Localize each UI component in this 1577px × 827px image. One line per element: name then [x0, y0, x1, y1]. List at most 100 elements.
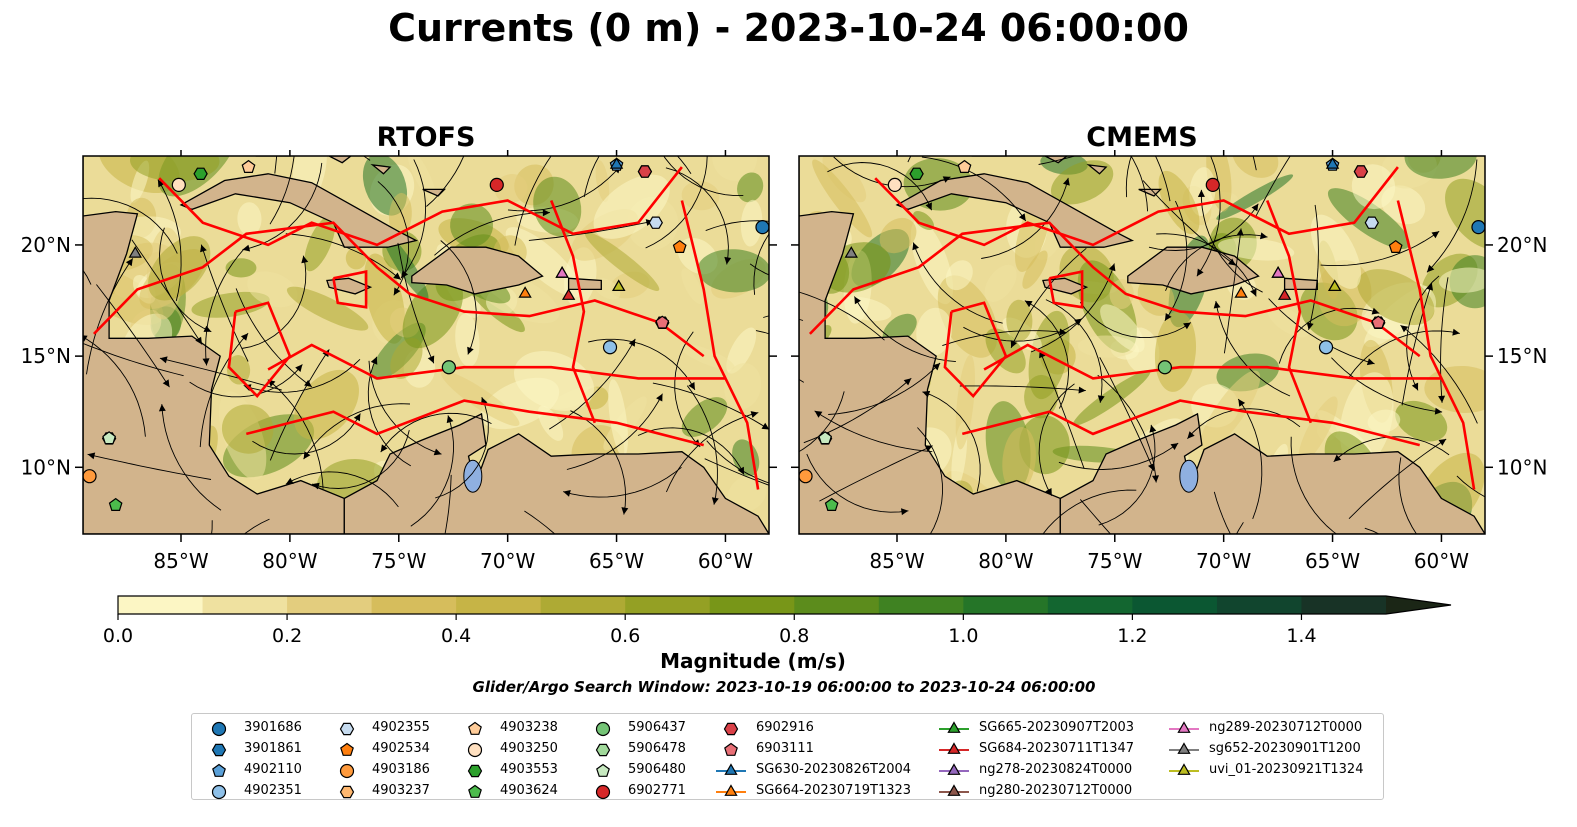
current-magnitude-patch — [1367, 409, 1401, 433]
streamline — [1142, 180, 1236, 266]
land-mass — [370, 163, 392, 175]
legend-hexagon-marker — [467, 764, 483, 778]
marker-uvi_01-20230921T1324 — [1328, 279, 1342, 291]
streamline-arrow — [651, 102, 659, 108]
streamline — [814, 410, 933, 453]
streamline — [159, 227, 212, 333]
streamline-arrow — [1197, 189, 1205, 197]
lon-tick-label: 80°W — [978, 549, 1033, 573]
cmems-lon-axis: 85°W 80°W 75°W 70°W 65°W 60°W — [869, 150, 1469, 573]
legend-label: 4902351 — [244, 783, 302, 798]
legend-label: ng289-20230712T0000 — [1209, 720, 1363, 735]
streamline — [444, 474, 452, 534]
legend-marker-icon — [1169, 721, 1199, 733]
marker-5906480 — [102, 431, 117, 445]
streamline — [1038, 156, 1077, 165]
current-magnitude-patch — [564, 247, 597, 307]
legend-marker-icon — [939, 784, 969, 796]
streamline — [1348, 438, 1447, 520]
legend-circle-marker — [595, 784, 611, 800]
current-magnitude-patch — [1310, 214, 1361, 289]
streamline-arrow — [1566, 506, 1574, 513]
current-magnitude-patch — [1424, 365, 1485, 413]
streamline-arrow — [1187, 431, 1195, 439]
streamline — [86, 258, 134, 375]
colorbar-segments — [117, 595, 1452, 615]
streamline-arrow — [922, 390, 931, 398]
streamline-arrow — [380, 444, 388, 453]
panel-title-rtofs: RTOFS — [377, 122, 476, 153]
current-magnitude-patch — [985, 328, 1026, 374]
streamline-arrow — [724, 256, 732, 265]
search-window-caption: Glider/Argo Search Window: 2023-10-19 06… — [473, 678, 1096, 696]
land-mass — [895, 173, 1135, 248]
streamline-arrow — [1228, 258, 1236, 266]
current-magnitude-patch — [225, 258, 257, 278]
lon-tick-label: 65°W — [1305, 549, 1360, 573]
streamline-arrow — [370, 356, 378, 365]
marker-4903553 — [193, 167, 208, 180]
marker-4903186 — [799, 469, 813, 484]
colorbar-ticks: 0.0 0.2 0.4 0.6 0.8 1.0 1.2 1.4 — [103, 614, 1317, 647]
colorbar-tick-label: 0.0 — [103, 625, 133, 647]
streamline-arrow — [1400, 325, 1409, 333]
streamline — [1042, 489, 1137, 534]
streamline — [1038, 383, 1075, 497]
streamline-arrow — [1306, 322, 1314, 330]
current-magnitude-patch — [697, 249, 769, 293]
marker-4903250 — [171, 177, 186, 193]
streamline-arrow — [1371, 307, 1380, 315]
current-magnitude-patch — [945, 260, 973, 291]
legend-marker-icon — [211, 721, 227, 737]
legend-label: ng280-20230712T0000 — [979, 783, 1133, 798]
streamline-arrow — [1411, 382, 1419, 391]
streamline — [1030, 263, 1115, 353]
streamline-arrow — [393, 272, 401, 280]
zone-boundary — [680, 200, 760, 490]
lake-maracaibo — [1179, 459, 1199, 493]
land-mass — [567, 277, 602, 291]
streamline — [819, 445, 933, 502]
legend-marker-icon — [716, 763, 746, 775]
streamline-arrow — [773, 283, 781, 290]
colorbar-extend-arrow — [1386, 596, 1451, 614]
streamline — [243, 518, 270, 534]
streamline — [583, 156, 600, 198]
legend-label: 6902916 — [756, 720, 814, 735]
marker-4902534 — [672, 239, 687, 253]
streamline-arrow — [290, 103, 297, 111]
colorbar-segment — [540, 596, 626, 614]
legend-label: 4903237 — [372, 783, 430, 798]
marker-6902916 — [637, 165, 653, 178]
streamline — [1079, 499, 1112, 534]
marker-6902916 — [1353, 165, 1369, 178]
legend-marker-icon — [211, 784, 227, 800]
zone-boundary — [943, 301, 1008, 399]
legend-triangle-marker — [1177, 763, 1191, 775]
lon-tick-label: 85°W — [153, 549, 208, 573]
streamline-arrow — [903, 378, 912, 386]
marker-3901686 — [1471, 220, 1485, 235]
land-mass — [411, 246, 544, 295]
marker-SG630-20230826T2004 — [609, 157, 624, 169]
streamline — [368, 360, 442, 455]
legend-marker-icon — [595, 784, 611, 800]
streamline — [799, 391, 845, 453]
streamline-arrow — [942, 176, 951, 183]
streamline — [1010, 247, 1087, 349]
colorbar-label: Magnitude (m/s) — [660, 649, 846, 673]
colorbar-segment — [456, 596, 542, 614]
lon-tick-label: 70°W — [480, 549, 535, 573]
streamline-arrow — [1033, 542, 1040, 550]
streamline-arrow — [1108, 95, 1116, 102]
marker-4902355 — [648, 216, 663, 229]
marker-6903111 — [655, 315, 670, 329]
lat-tick-label: 15°N — [1497, 344, 1547, 368]
current-magnitude-patch — [737, 172, 764, 203]
lon-tick-label: 65°W — [589, 549, 644, 573]
land-mass — [326, 277, 373, 295]
current-magnitude-patch — [812, 159, 873, 238]
current-magnitude-patch — [822, 156, 867, 203]
legend-marker-icon — [716, 784, 746, 796]
